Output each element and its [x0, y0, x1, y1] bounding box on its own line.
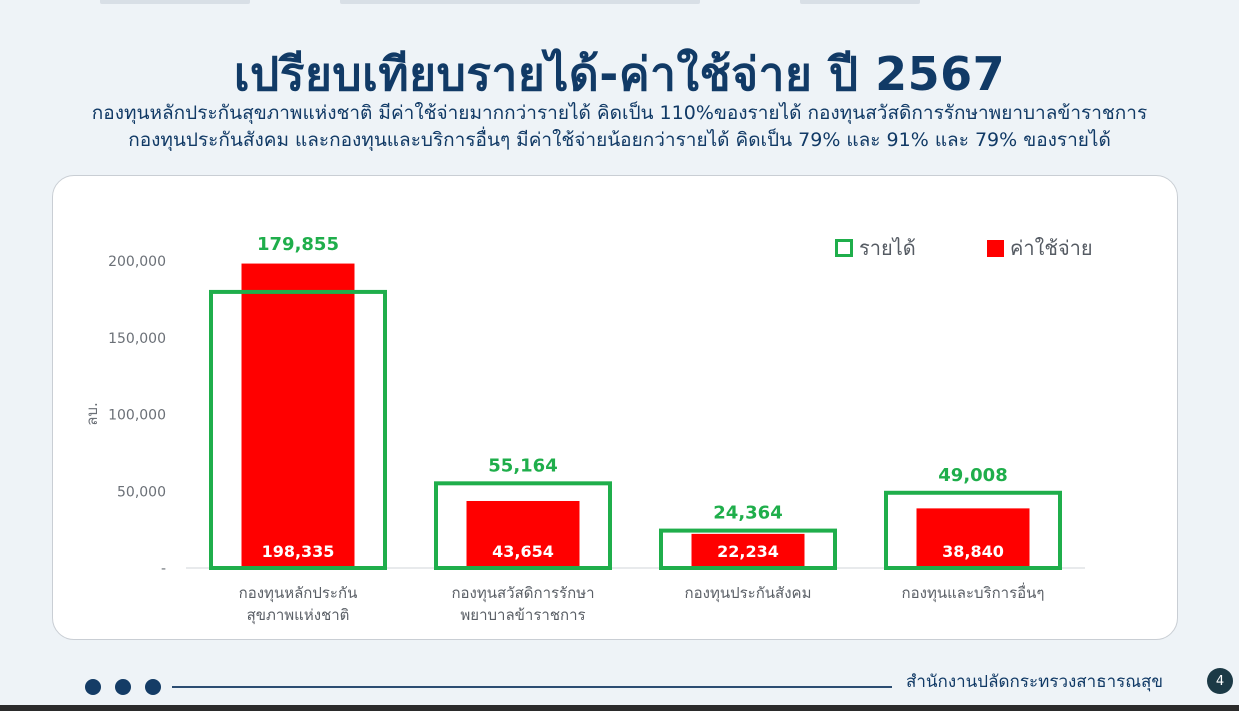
slide-title: เปรียบเทียบรายได้-ค่าใช้จ่าย ปี 2567: [233, 47, 1006, 101]
x-category-label: พยาบาลข้าราชการ: [460, 606, 585, 624]
bottom-bar: [0, 705, 1239, 711]
expense-bar: [241, 263, 355, 568]
y-tick-label: 50,000: [117, 484, 166, 500]
y-tick-label: -: [161, 561, 166, 577]
footer-divider: [172, 686, 892, 688]
income-value-label: 49,008: [938, 465, 1007, 486]
footer-dot: [115, 679, 131, 695]
x-category-label: กองทุนและบริการอื่นๆ: [902, 582, 1045, 603]
bar-chart: - 50,000 100,000 150,000 200,000 ลบ. 179,855 19…: [83, 234, 1085, 625]
income-bar: [434, 481, 612, 571]
slide-subtitle: กองทุนหลักประกันสุขภาพแห่งชาติ มีค่าใช้จ…: [20, 100, 1219, 154]
expense-value-label: 22,234: [717, 542, 779, 561]
footer-organization: สำนักงานปลัดกระทรวงสาธารณสุข: [906, 672, 1164, 692]
y-tick-label: 200,000: [108, 254, 166, 270]
income-value-label: 55,164: [488, 455, 557, 476]
legend-income: รายได้: [835, 232, 916, 264]
expense-value-label: 198,335: [262, 542, 335, 561]
legend-expense-label: ค่าใช้จ่าย: [1010, 236, 1093, 260]
legend-expense: ค่าใช้จ่าย: [987, 232, 1093, 264]
expense-bar: [466, 500, 580, 568]
income-bar: [884, 490, 1062, 570]
footer-dots: [85, 679, 161, 695]
x-category-label: กองทุนประกันสังคม: [685, 584, 812, 603]
expense-bar: [691, 533, 805, 568]
income-value-label: 179,855: [257, 234, 339, 255]
y-tick-label: 150,000: [108, 331, 166, 347]
legend-income-label: รายได้: [859, 236, 916, 260]
x-category-label: สุขภาพแห่งชาติ: [247, 606, 350, 625]
top-strip: [0, 0, 1239, 10]
income-value-label: 24,364: [713, 503, 782, 524]
subtitle-line-2: กองทุนประกันสังคม และกองทุนและบริการอื่น…: [128, 129, 1111, 151]
income-bar: [659, 528, 837, 570]
legend-income-swatch: [835, 239, 853, 257]
expense-value-label: 38,840: [942, 542, 1004, 561]
income-bar: [209, 289, 387, 570]
footer-dot: [145, 679, 161, 695]
expense-value-label: 43,654: [492, 542, 554, 561]
footer-dot: [85, 679, 101, 695]
y-axis-title: ลบ.: [83, 402, 101, 425]
expense-bar: [916, 508, 1030, 568]
x-category-label: กองทุนหลักประกัน: [239, 584, 358, 603]
page-number-badge: 4: [1207, 668, 1233, 694]
subtitle-line-1: กองทุนหลักประกันสุขภาพแห่งชาติ มีค่าใช้จ…: [91, 102, 1148, 124]
chart-card: - 50,000 100,000 150,000 200,000 ลบ. 179,855 19…: [52, 175, 1178, 640]
x-category-label: กองทุนสวัสดิการรักษา: [451, 584, 594, 603]
y-tick-label: 100,000: [108, 408, 166, 424]
legend-expense-swatch: [987, 239, 1004, 257]
